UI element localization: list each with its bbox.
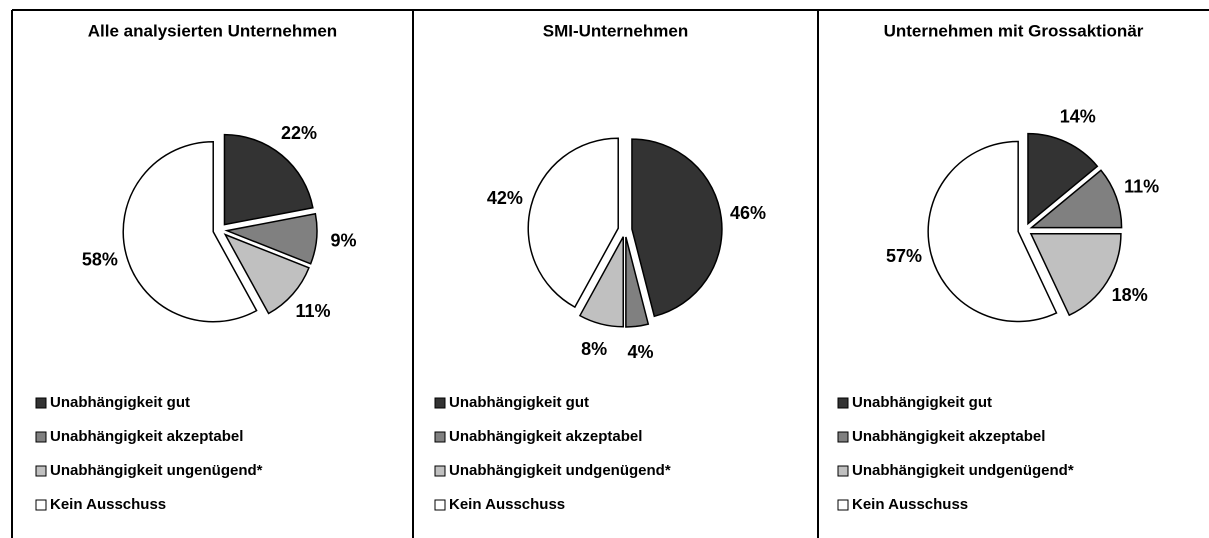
legend-swatch [434,499,446,511]
chart-title: SMI-Unternehmen [543,21,688,40]
legend-label: Unabhängigkeit undgenügend* [449,462,671,479]
pie-slice [1029,233,1122,317]
data-label: 11% [295,301,330,321]
data-label: 11% [1124,177,1159,197]
legend-label: Kein Ausschuss [50,496,166,513]
legend-label: Unabhängigkeit akzeptabel [852,428,1045,445]
pie-slice [527,137,619,309]
pie-slice [223,233,310,315]
legend-label: Unabhängigkeit akzeptabel [449,428,642,445]
legend-label: Unabhängigkeit gut [449,394,589,411]
data-label: 4% [628,342,654,362]
legend-label: Unabhängigkeit undgenügend* [852,462,1074,479]
pie-slice [223,133,314,226]
data-label: 46% [730,203,766,223]
data-label: 22% [281,123,317,143]
data-label: 57% [886,246,922,266]
legend-swatch [837,499,849,511]
data-label: 18% [1112,285,1148,305]
pie-slice [1029,169,1123,229]
legend-label: Unabhängigkeit gut [852,394,992,411]
pie-slice [927,140,1058,323]
legend-label: Unabhängigkeit gut [50,394,190,411]
legend-label: Unabhängigkeit ungenügend* [50,462,263,479]
chart-title: Unternehmen mit Grossaktionär [884,21,1144,40]
legend-swatch [837,397,849,409]
pie-slice [578,236,625,328]
legend-swatch [434,431,446,443]
pie-slice [631,138,723,318]
chart-title: Alle analysierten Unternehmen [88,21,337,40]
legend-swatch [35,499,47,511]
legend-swatch [35,397,47,409]
data-label: 58% [82,250,118,270]
legend-label: Kein Ausschuss [852,496,968,513]
legend-swatch [434,397,446,409]
legend-swatch [434,465,446,477]
pie-slice [625,236,650,328]
legend-swatch [837,465,849,477]
pie-slice [224,212,318,265]
data-label: 9% [330,230,356,250]
data-label: 14% [1060,107,1096,127]
legend-swatch [35,431,47,443]
pie-slice [122,140,258,323]
pie-slice [1027,132,1099,226]
data-label: 42% [487,188,523,208]
legend-swatch [35,465,47,477]
data-label: 8% [581,339,607,359]
legend-label: Kein Ausschuss [449,496,565,513]
legend-swatch [837,431,849,443]
legend-label: Unabhängigkeit akzeptabel [50,428,243,445]
